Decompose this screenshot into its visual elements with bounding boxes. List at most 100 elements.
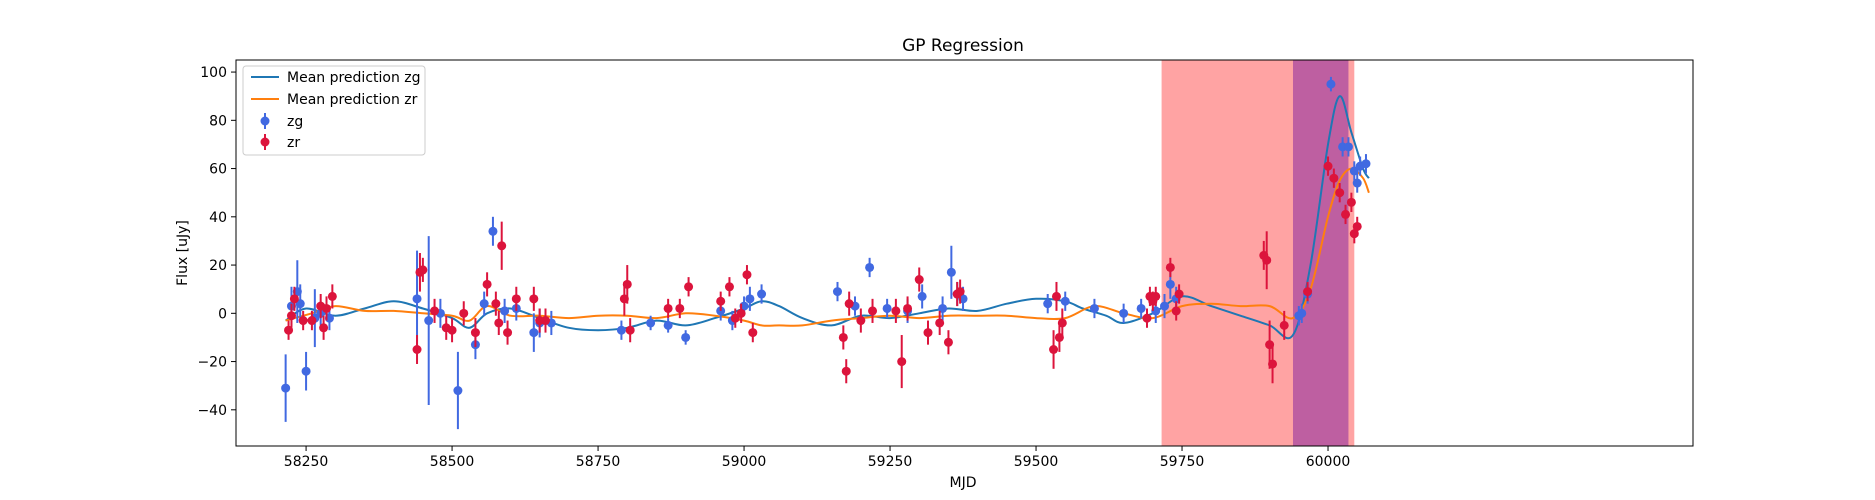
legend-swatch-zg-marker bbox=[260, 116, 270, 126]
zg-point bbox=[424, 316, 434, 326]
zr-point bbox=[1329, 173, 1339, 183]
zr-point bbox=[1341, 209, 1351, 219]
zr-point bbox=[412, 345, 422, 354]
zr-point bbox=[447, 325, 457, 335]
zr-point bbox=[284, 325, 294, 335]
zr-point bbox=[319, 323, 329, 333]
zr-point bbox=[497, 241, 507, 251]
zr-point bbox=[470, 328, 480, 338]
zr-point bbox=[684, 282, 694, 292]
zr-point bbox=[1142, 313, 1152, 323]
zg-point bbox=[1343, 142, 1353, 152]
x-tick-label: 58500 bbox=[430, 454, 475, 470]
zg-point bbox=[1043, 299, 1053, 309]
series-zr bbox=[284, 156, 1362, 389]
zr-point bbox=[1346, 197, 1356, 207]
zr-point bbox=[286, 311, 296, 321]
zr-point bbox=[1262, 255, 1272, 265]
zr-point bbox=[1151, 291, 1161, 301]
legend-label-zg: zg bbox=[287, 114, 303, 130]
zr-point bbox=[298, 316, 308, 326]
x-tick-label: 59500 bbox=[1014, 454, 1059, 470]
x-tick-label: 58250 bbox=[284, 454, 329, 470]
zg-point bbox=[281, 383, 291, 393]
chart-title: GP Regression bbox=[902, 36, 1024, 56]
zr-point bbox=[856, 316, 866, 326]
zg-point bbox=[1352, 178, 1362, 188]
zr-point bbox=[307, 316, 317, 326]
zr-point bbox=[503, 328, 513, 338]
zr-point bbox=[1303, 287, 1313, 297]
zr-point bbox=[724, 282, 734, 292]
legend-swatch-zr-marker bbox=[260, 137, 270, 147]
zg-point bbox=[529, 328, 539, 338]
zr-point bbox=[903, 303, 913, 313]
legend: Mean prediction zg Mean prediction zr zg… bbox=[242, 65, 426, 156]
zg-point bbox=[1089, 303, 1099, 313]
zr-point bbox=[1165, 262, 1175, 272]
y-axis-label: Flux [uJy] bbox=[175, 220, 191, 286]
zg-point bbox=[832, 287, 842, 297]
zg-point bbox=[745, 294, 755, 304]
zg-point bbox=[757, 289, 767, 299]
zr-point bbox=[529, 294, 539, 304]
zg-point bbox=[663, 320, 673, 330]
x-tick-label: 58750 bbox=[576, 454, 621, 470]
zr-point bbox=[482, 279, 492, 289]
zr-point bbox=[494, 318, 504, 328]
y-tick-label: −20 bbox=[197, 355, 227, 371]
x-tick-label: 59000 bbox=[722, 454, 767, 470]
highlight-spans bbox=[1161, 60, 1355, 446]
zr-point bbox=[1323, 161, 1333, 171]
x-axis-ticks: 58250 58500 58750 59000 59250 59500 59750 60000 bbox=[284, 446, 1350, 470]
zr-point bbox=[322, 303, 332, 313]
series-layer bbox=[281, 76, 1371, 430]
zg-point bbox=[453, 386, 463, 396]
y-tick-label: −40 bbox=[197, 403, 227, 419]
zr-point bbox=[459, 308, 469, 318]
zg-point bbox=[1160, 301, 1170, 311]
zg-point bbox=[917, 291, 927, 301]
zr-point bbox=[1051, 291, 1061, 301]
legend-label-mean-zr: Mean prediction zr bbox=[287, 92, 418, 108]
zr-point bbox=[1352, 221, 1362, 231]
zg-point bbox=[865, 262, 875, 272]
zr-point bbox=[327, 291, 337, 301]
y-tick-label: 40 bbox=[209, 210, 227, 226]
zr-point bbox=[935, 318, 945, 328]
zr-point bbox=[716, 296, 726, 306]
zr-point bbox=[891, 306, 901, 316]
zr-point bbox=[742, 270, 752, 280]
zr-point bbox=[289, 294, 299, 304]
zr-point bbox=[541, 316, 551, 326]
y-tick-label: 20 bbox=[209, 258, 227, 274]
x-tick-label: 59750 bbox=[1160, 454, 1205, 470]
zr-point bbox=[838, 332, 848, 342]
zr-point bbox=[844, 299, 854, 309]
y-tick-label: 80 bbox=[209, 113, 227, 129]
zr-point bbox=[1049, 345, 1059, 354]
legend-label-mean-zg: Mean prediction zg bbox=[287, 70, 421, 86]
zg-point bbox=[479, 299, 489, 309]
zr-point bbox=[511, 294, 521, 304]
zg-point bbox=[616, 325, 626, 335]
zr-point bbox=[914, 275, 924, 285]
zg-point bbox=[1060, 296, 1070, 306]
zr-point bbox=[1268, 359, 1278, 369]
zr-point bbox=[1174, 289, 1184, 299]
zg-point bbox=[1165, 279, 1175, 289]
zg-point bbox=[1326, 79, 1336, 89]
zr-point bbox=[1279, 320, 1289, 330]
zr-point bbox=[622, 279, 632, 289]
zr-point bbox=[1057, 318, 1067, 328]
series-zg bbox=[281, 76, 1371, 430]
zg-point bbox=[681, 332, 691, 342]
zg-point bbox=[646, 318, 656, 328]
zr-point bbox=[748, 328, 758, 338]
zg-point bbox=[488, 226, 498, 236]
zg-point bbox=[882, 303, 892, 313]
legend-label-zr: zr bbox=[287, 135, 300, 151]
y-axis-ticks: −40 −20 0 20 40 60 80 100 bbox=[197, 65, 236, 419]
zg-point bbox=[938, 303, 948, 313]
zr-point bbox=[491, 299, 501, 309]
